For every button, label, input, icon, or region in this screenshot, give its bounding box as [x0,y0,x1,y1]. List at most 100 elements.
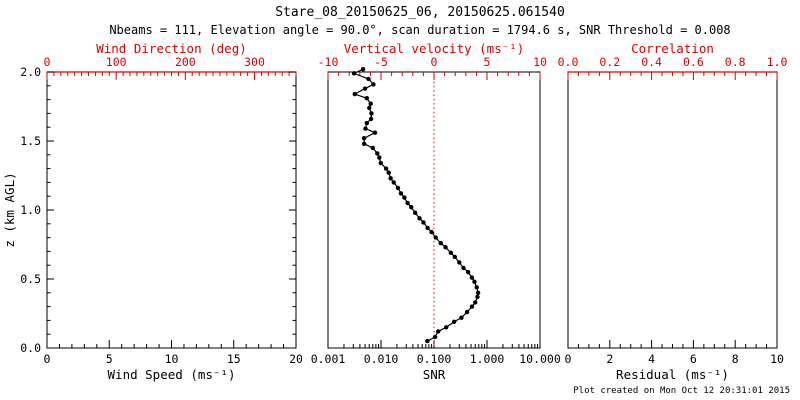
bottom-tick-label: 10.000 [519,352,561,366]
footer-timestamp: Plot created on Mon Oct 12 20:31:01 2015 [573,386,790,396]
data-point [386,170,391,175]
data-point [433,235,438,240]
data-point [405,200,410,206]
data-point [429,229,434,235]
y-tick-label: 2.0 [20,65,41,79]
data-point [383,166,389,171]
data-point [425,225,430,231]
data-point [370,145,375,151]
data-point [377,155,382,160]
bottom-tick-label: 0.010 [364,352,399,366]
data-point [388,176,393,181]
top-tick-label: 0.8 [725,55,746,69]
bottom-tick-label: 6 [690,352,697,366]
bottom-tick-label: 20 [289,352,303,366]
data-point [443,245,448,250]
data-point [364,120,370,126]
data-point [351,71,357,76]
y-tick-label: 0.5 [20,272,41,286]
data-point [362,86,368,91]
plot-subtitle: Nbeams = 111, Elevation angle = 90.0°, s… [109,23,730,37]
data-point [448,250,454,255]
bottom-tick-label: 0.100 [417,352,452,366]
data-point [352,91,357,97]
data-point [474,285,479,290]
data-point [366,76,371,82]
bottom-axis-title: Residual (ms⁻¹) [616,367,729,382]
top-tick-label: 0.6 [683,55,704,69]
top-axis-title: Wind Direction (deg) [96,41,247,56]
data-point [375,151,380,156]
bottom-tick-label: 0 [565,352,572,366]
data-point [473,300,478,305]
data-point [367,105,372,111]
bottom-tick-label: 4 [648,352,655,366]
bottom-tick-label: 8 [732,352,739,366]
top-tick-label: 0 [431,55,438,69]
data-point [378,160,383,166]
data-point [368,116,374,122]
data-point [475,294,480,300]
data-point [469,275,475,280]
data-point [475,290,481,295]
data-point [472,279,477,284]
bottom-axis-title: Wind Speed (ms⁻¹) [108,367,236,382]
data-point [425,338,430,344]
data-point [369,111,374,116]
top-tick-label: 0 [44,55,51,69]
top-tick-label: 0.0 [558,55,579,69]
bottom-tick-label: 2 [606,352,613,366]
data-point [452,254,458,260]
data-point [459,315,464,320]
panel-frame [46,71,297,349]
data-point [432,334,438,340]
panel-snr: -10 -5 0 5 10 Vertical velocity (ms⁻¹) 0.001 0.… [311,41,561,382]
bottom-tick-label: 0.001 [311,352,346,366]
bottom-tick-label: 1.000 [470,352,505,366]
series-snr-profile [351,67,481,344]
data-point [372,130,378,135]
y-tick-label: 1.0 [20,203,41,217]
y-tick-label: 1.5 [20,134,41,148]
bottom-tick-label: 5 [106,352,113,366]
data-point [464,309,470,315]
top-tick-label: 0.4 [641,55,662,69]
bottom-axis-title: SNR [423,367,446,382]
data-point [444,325,449,330]
data-point [457,260,462,265]
top-axis-title: Vertical velocity (ms⁻¹) [344,41,525,56]
data-point [402,195,407,200]
data-point [465,269,471,275]
y-tick-label: 0.0 [20,341,41,355]
bottom-tick-label: 0 [44,352,51,366]
data-point [461,265,466,271]
data-point [395,185,401,191]
data-point [409,205,414,210]
top-axis-title: Correlation [631,41,714,56]
bottom-tick-label: 10 [165,352,179,366]
data-point [361,136,367,141]
top-tick-label: 300 [244,55,265,69]
data-point [391,180,396,185]
data-point [417,216,422,221]
data-point [363,126,368,131]
bottom-tick-label: 15 [227,352,241,366]
data-point [361,141,367,146]
bottom-tick-label: 10 [770,352,784,366]
top-tick-label: 100 [106,55,127,69]
data-point [398,191,404,196]
data-point [364,96,370,101]
data-point [451,319,457,324]
data-point [435,329,441,334]
data-point [360,67,366,72]
data-point [421,220,426,225]
top-tick-label: 0.2 [599,55,620,69]
data-point [371,82,376,87]
data-point [412,210,418,215]
top-tick-label: -5 [374,55,388,69]
panel-frame [567,71,778,349]
